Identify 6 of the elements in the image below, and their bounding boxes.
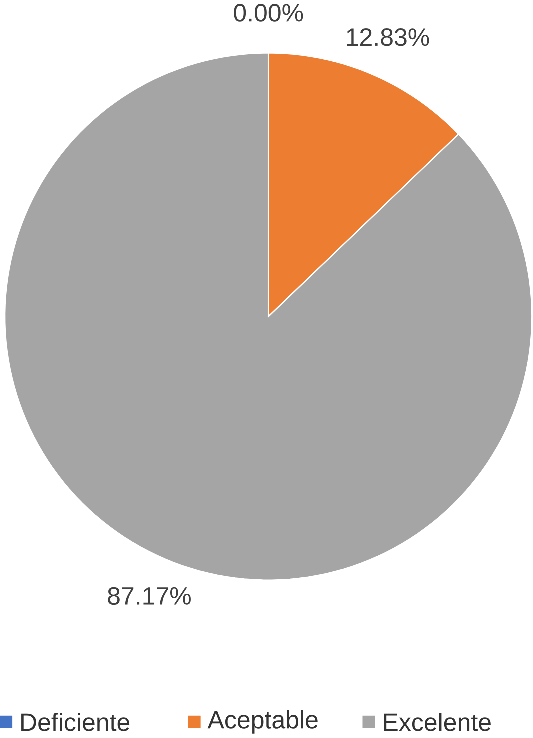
data-label: 87.17% <box>108 587 192 606</box>
text: 0.00% <box>234 4 304 22</box>
legend-label: Excelente <box>384 712 492 732</box>
legend-label: Aceptable <box>208 710 318 734</box>
data-label: 12.83% <box>347 28 430 46</box>
legend-label: Deficiente <box>22 712 130 732</box>
